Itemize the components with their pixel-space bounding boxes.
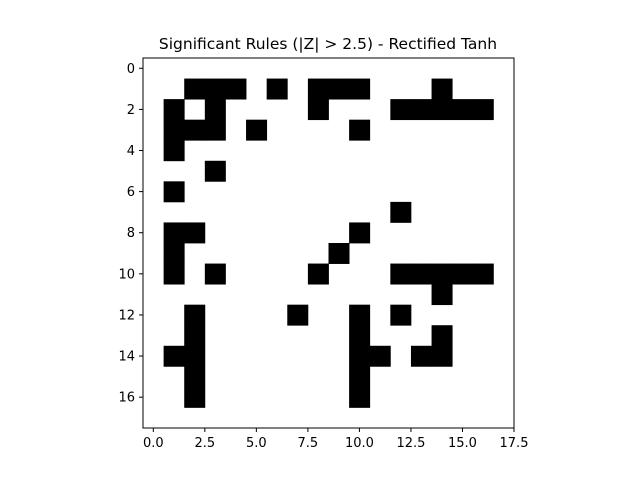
x-tick-label: 2.5 [194,436,215,451]
heatmap-cell [163,181,185,203]
heatmap-cell [431,99,453,121]
cells-layer [163,78,494,408]
heatmap-cell [184,222,206,244]
heatmap-cell [431,263,453,285]
heatmap-cell [390,304,412,326]
heatmap-cell [204,160,226,182]
heatmap-cell [431,325,453,347]
heatmap-cell [369,345,391,367]
y-tick-label: 4 [127,144,135,159]
ticks-layer: 0.0 2.5 5.0 7.5 10.0 12.5 15.0 17.5 0 2 4 6 8 10 12 14 1… [118,62,528,451]
y-tick-label: 2 [127,103,135,118]
x-tick-label: 17.5 [500,436,529,451]
axes-frame [142,57,515,429]
heatmap-cell [163,345,185,367]
heatmap-cell [307,78,329,100]
heatmap-cell [307,99,329,121]
x-tick-label: 7.5 [298,436,319,451]
heatmap-cell [184,304,206,326]
heatmap-cell [225,78,247,100]
heatmap-cell [328,243,350,264]
heatmap-cell [472,263,494,285]
heatmap-cell [246,119,268,141]
y-tick-label: 12 [118,308,135,323]
heatmap-cell [431,345,453,367]
heatmap-cell [390,201,412,223]
heatmap-cell [204,78,226,100]
heatmap-cell [204,99,226,121]
heatmap-cell [390,99,412,121]
heatmap-cell [410,263,432,285]
heatmap-cell [184,78,206,100]
heatmap-cell [163,119,185,141]
heatmap-cell [266,78,288,100]
heatmap-cell [307,263,329,285]
heatmap-cell [163,243,185,264]
heatmap-cell [452,263,474,285]
heatmap-cell [184,119,206,141]
y-tick-label: 6 [127,185,135,200]
heatmap-cell [349,345,371,367]
heatmap-cell [204,263,226,285]
heatmap-cell [349,119,371,141]
heatmap-cell [184,325,206,347]
x-tick-label: 15.0 [448,436,477,451]
heatmap-cell [204,119,226,141]
x-tick-label: 12.5 [396,436,425,451]
heatmap-cell [349,386,371,408]
heatmap-cell [349,325,371,347]
heatmap-cell [349,222,371,244]
heatmap-cell [163,263,185,285]
x-tick-label: 10.0 [345,436,374,451]
heatmap-cell [163,99,185,121]
heatmap-cell [410,345,432,367]
heatmap-cell [390,263,412,285]
heatmap-cell [431,284,453,306]
y-tick-label: 8 [127,226,135,241]
y-tick-label: 10 [118,267,135,282]
heatmap-cell [410,99,432,121]
heatmap-cell [349,304,371,326]
heatmap-cell [184,386,206,408]
chart-title: Significant Rules (|Z| > 2.5) - Rectifie… [159,35,497,53]
y-tick-label: 14 [118,350,135,365]
y-tick-label: 16 [118,391,135,406]
heatmap-cell [328,78,350,100]
x-tick-label: 5.0 [246,436,267,451]
heatmap-cell [163,140,185,162]
heatmap-cell [349,366,371,388]
heatmap-cell [184,345,206,367]
x-tick-label: 0.0 [143,436,164,451]
heatmap-cell [184,366,206,388]
heatmap-cell [349,78,371,100]
heatmap-cell [287,304,309,326]
heatmap-cell [452,99,474,121]
y-tick-label: 0 [127,62,135,77]
heatmap-cell [431,78,453,100]
heatmap-cell [472,99,494,121]
heatmap-cell [163,222,185,244]
